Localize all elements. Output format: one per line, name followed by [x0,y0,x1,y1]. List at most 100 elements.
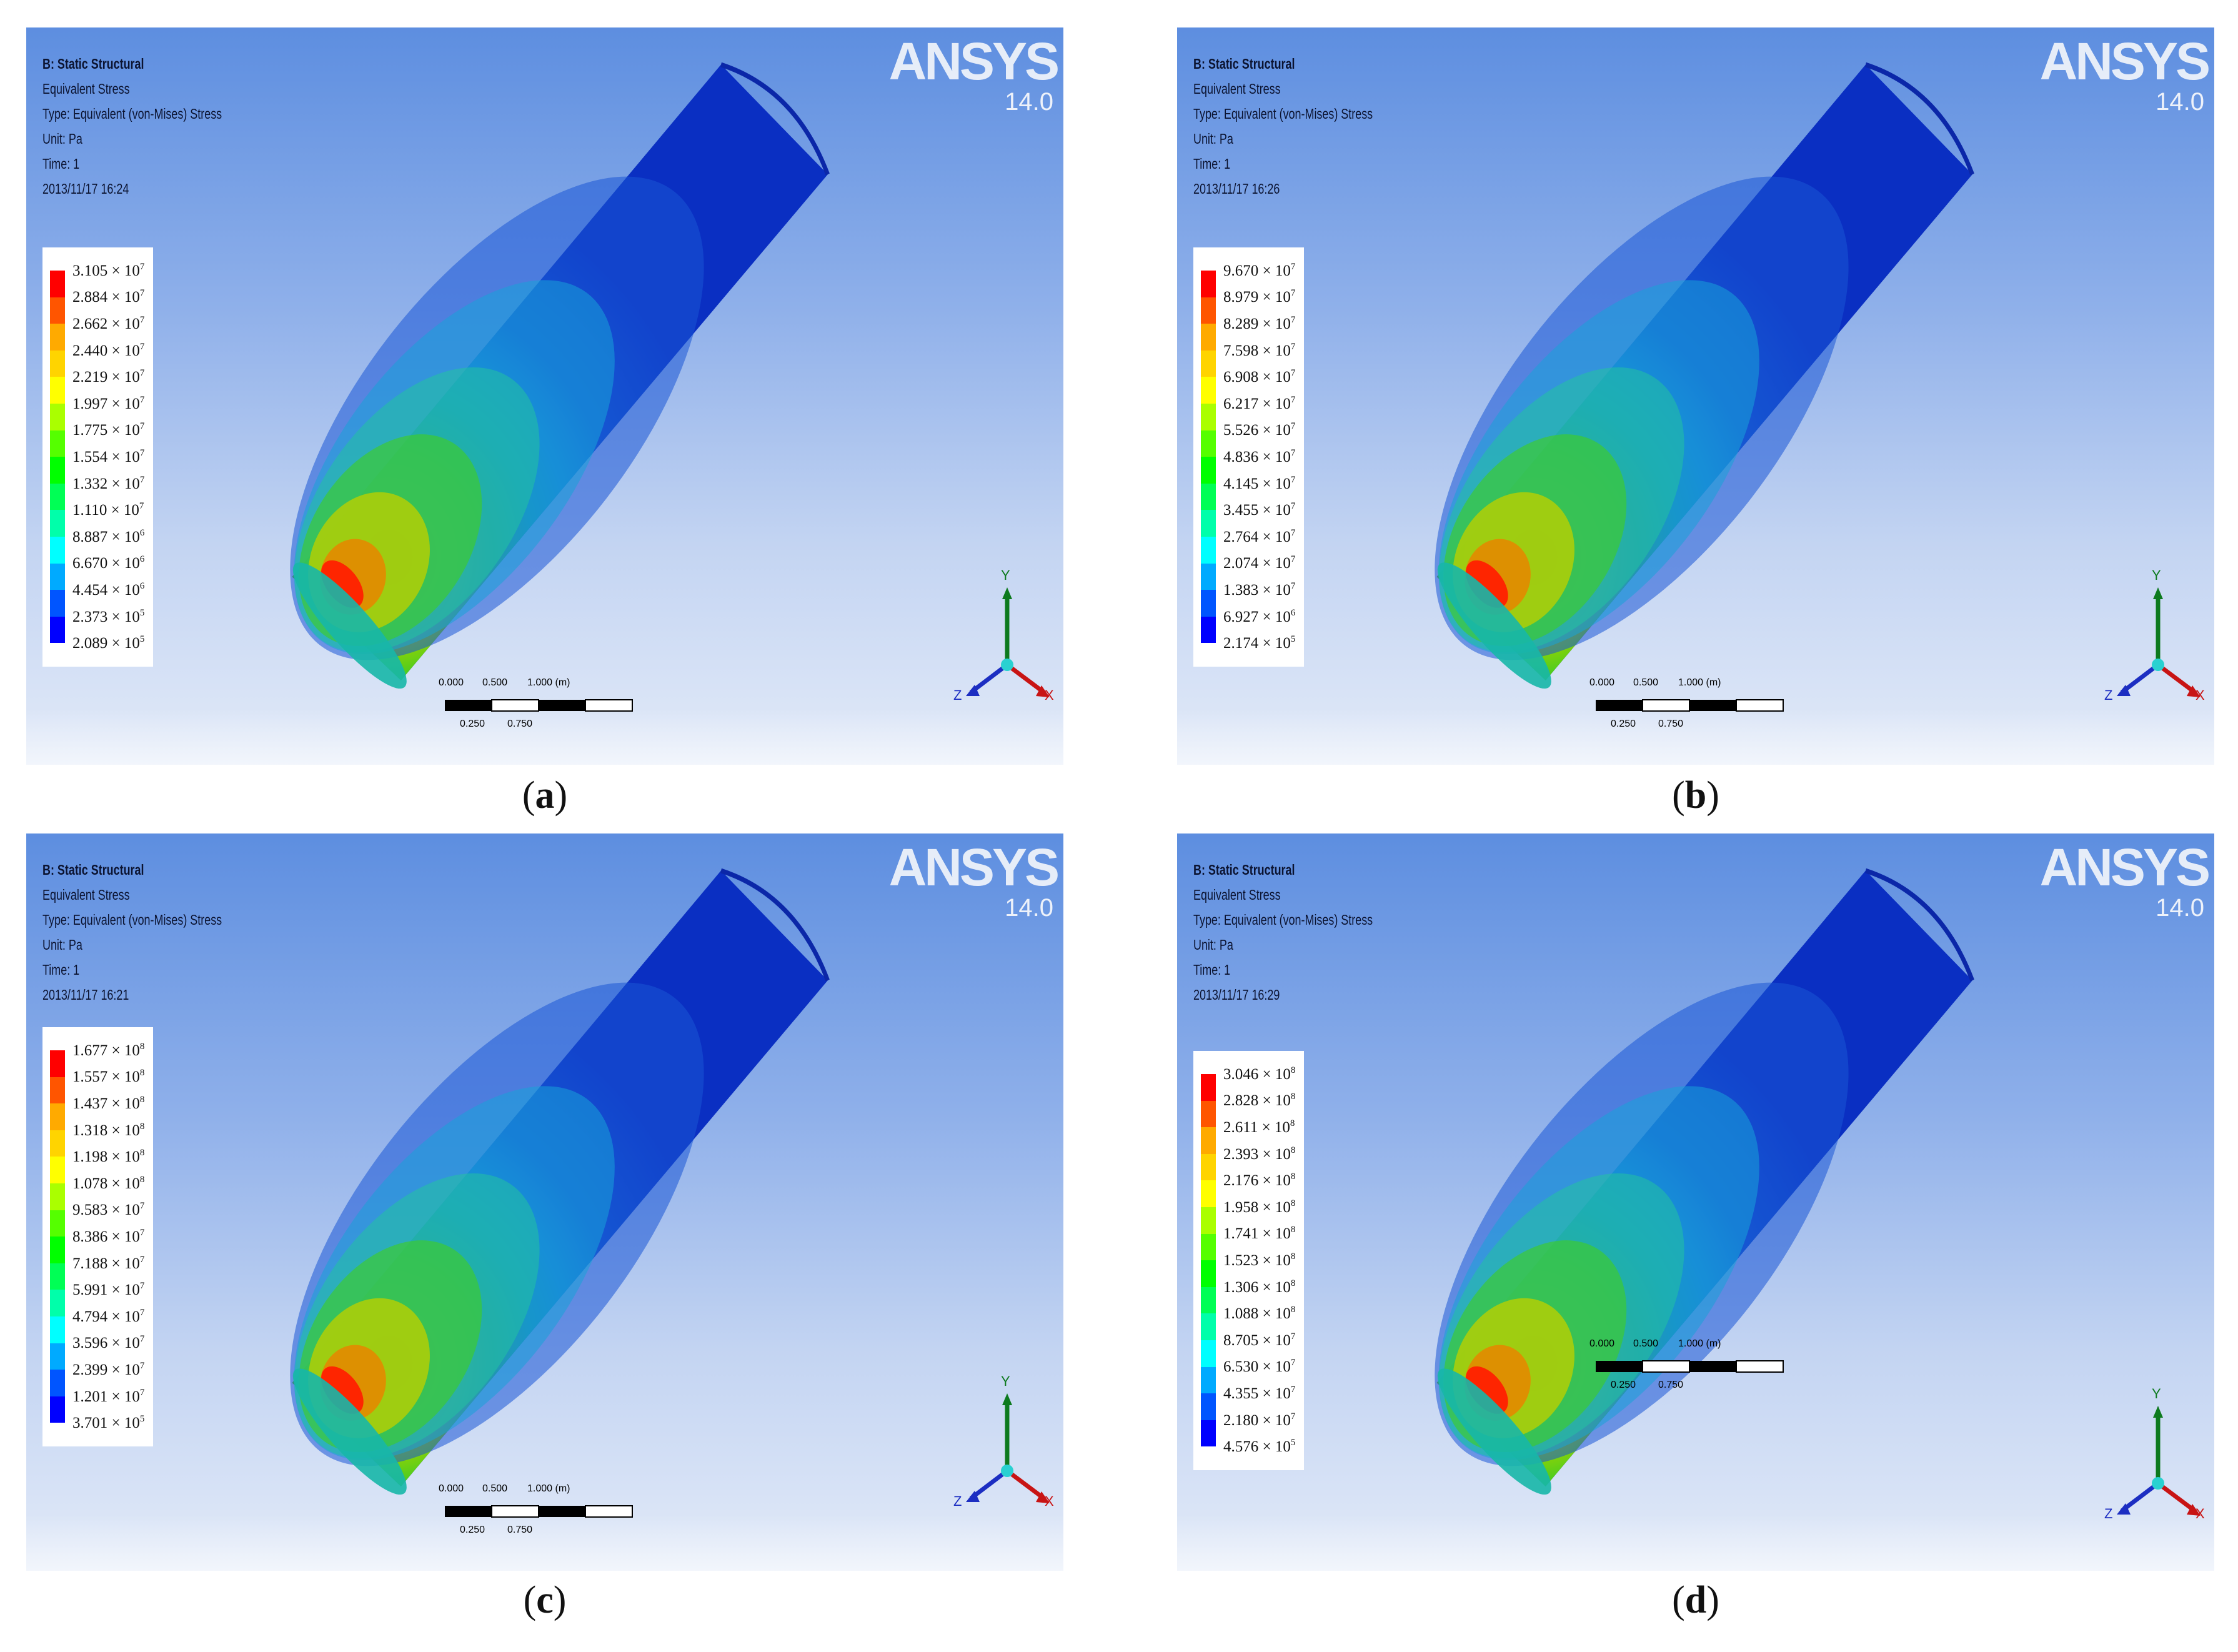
legend-row: 6.217 × 107 [1201,391,1295,430]
legend-mantissa: 1.078 × 10 [72,1175,140,1192]
legend-row: 1.997 × 107 [50,391,145,430]
logo-brand: ANSYS [2039,32,2211,91]
legend-exponent: 7 [1290,474,1296,485]
legend-mantissa: 1.383 × 10 [1223,581,1291,599]
z-axis-arrow [2120,1481,2160,1513]
legend-mantissa: 8.705 × 10 [1223,1331,1291,1349]
legend-mantissa: 2.662 × 10 [72,315,140,332]
z-axis-arrow [969,663,1009,694]
legend-exponent: 7 [1290,580,1296,591]
legend-value: 1.554 × 107 [72,448,144,466]
scale-bottom-label: 0.250 [460,719,485,729]
legend-mantissa: 2.393 × 10 [1223,1145,1291,1163]
legend-mantissa: 3.596 × 10 [72,1335,140,1352]
x-axis-label: X [2196,1506,2205,1521]
legend-value: 1.201 × 107 [72,1388,144,1406]
legend-row: 1.201 × 107 [50,1383,144,1423]
legend-swatch [1201,510,1216,537]
legend-value: 2.176 × 108 [1223,1172,1295,1190]
legend-row: 2.884 × 107 [50,284,144,324]
legend-row: 4.576 × 105 [1201,1433,1295,1460]
legend-value: 4.836 × 107 [1223,448,1295,466]
scale-bar [445,699,633,712]
caption-paren: ( [1672,1579,1685,1621]
legend-value: 8.289 × 107 [1223,315,1295,333]
ansys-logo: ANSYS 14.0 [2040,837,2211,922]
stress-contour-model [290,62,830,689]
legend-exponent: 8 [139,1148,145,1158]
scale-top-label: 0.000 [1589,677,1615,688]
legend-exponent: 8 [1290,1145,1296,1155]
legend-mantissa: 1.557 × 10 [72,1068,140,1086]
legend-value: 2.764 × 107 [1223,528,1295,546]
analysis-title: B: Static Structural [42,56,144,72]
result-panel-a: B: Static Structural Equivalent Stress T… [26,27,1063,765]
legend-value: 1.677 × 108 [72,1042,144,1060]
legend-mantissa: 7.598 × 10 [1223,342,1291,359]
legend-row: 1.318 × 108 [50,1117,144,1157]
legend-row: 2.074 × 107 [1201,550,1295,590]
legend-row: 1.110 × 107 [50,497,144,537]
legend-value: 2.828 × 108 [1223,1092,1295,1110]
legend-value: 1.306 × 108 [1223,1278,1295,1296]
caption-paren: ) [1706,774,1719,817]
ansys-logo: ANSYS 14.0 [888,31,1060,116]
legend-exponent: 7 [139,394,145,405]
legend-row: 2.089 × 105 [50,630,144,657]
x-axis-arrow [2156,663,2197,695]
legend-exponent: 7 [139,1360,145,1371]
scale-top-label: 0.500 [482,1483,508,1494]
logo-version: 14.0 [1005,88,1053,116]
z-axis-arrow [2120,663,2160,694]
panel-caption: (c) [26,1578,1063,1623]
result-name: Equivalent Stress [42,81,130,97]
legend-exponent: 7 [139,1254,145,1265]
legend-row: 2.399 × 107 [50,1356,145,1396]
legend-swatch [50,616,65,644]
legend-row: 3.105 × 107 [50,257,144,297]
legend-swatch [1201,536,1216,564]
legend-exponent: 7 [139,501,144,512]
result-unit: Unit: Pa [1193,131,1233,147]
scale-bottom-label: 0.250 [460,1525,485,1535]
legend-value: 3.105 × 107 [72,262,144,280]
legend-swatch [50,377,65,404]
legend-value: 8.887 × 106 [72,528,144,546]
logo-brand: ANSYS [888,32,1060,91]
result-unit: Unit: Pa [42,131,82,147]
legend-row: 3.455 × 107 [1201,497,1295,537]
legend-mantissa: 8.386 × 10 [72,1228,140,1245]
scale-bottom-label: 0.750 [1658,1380,1684,1390]
legend-value: 6.217 × 107 [1223,395,1295,413]
caption-paren: ( [1672,774,1685,817]
viewport-fade [26,1515,1063,1571]
legend-mantissa: 1.523 × 10 [1223,1251,1291,1269]
axis-triad [2117,587,2201,697]
legend-exponent: 7 [1290,447,1296,458]
legend-swatch [1201,1207,1216,1234]
legend-swatch [1201,403,1216,430]
result-panel-b: B: Static Structural Equivalent Stress T… [1177,27,2214,765]
legend-exponent: 7 [139,1387,145,1398]
result-time: Time: 1 [42,962,80,978]
legend-swatch [1201,1074,1216,1101]
legend-mantissa: 6.217 × 10 [1223,395,1291,412]
color-legend: 3.046 × 108 2.828 × 108 2.611 × 108 2.393 ×… [1193,1051,1305,1470]
legend-exponent: 8 [1290,1118,1295,1128]
legend-exponent: 7 [139,1334,145,1345]
x-axis-label: X [2196,687,2205,703]
legend-mantissa: 1.741 × 10 [1223,1225,1291,1243]
scale-top-label: 0.500 [1633,677,1659,688]
legend-mantissa: 1.332 × 10 [72,475,140,492]
legend-value: 9.670 × 107 [1223,262,1295,280]
legend-swatch [1201,324,1216,351]
legend-row: 8.289 × 107 [1201,311,1295,351]
legend-mantissa: 2.174 × 10 [1223,635,1291,652]
legend-exponent: 7 [1290,1384,1296,1395]
legend-swatch [50,1316,65,1343]
stress-contour-model [1435,868,1974,1495]
legend-value: 2.089 × 105 [72,634,144,652]
scale-bottom-label: 0.750 [507,1525,533,1535]
legend-value: 2.440 × 107 [72,342,144,360]
legend-swatch [50,1290,65,1316]
